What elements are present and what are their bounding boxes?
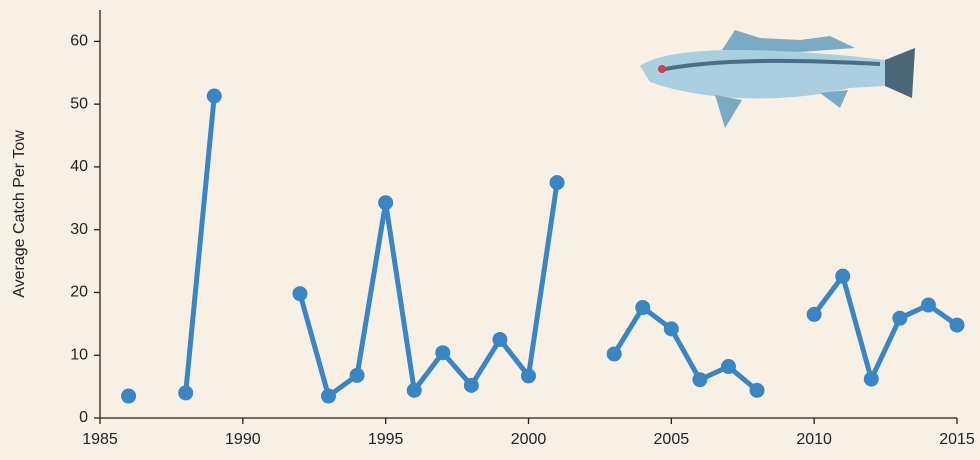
data-point	[549, 175, 565, 191]
data-point	[492, 332, 508, 348]
y-tick-label: 30	[70, 221, 88, 238]
x-tick-label: 2015	[939, 431, 975, 448]
data-point	[692, 372, 708, 388]
y-tick-label: 60	[70, 33, 88, 50]
data-point	[378, 195, 394, 211]
data-point	[178, 385, 194, 401]
x-tick-label: 1995	[368, 431, 404, 448]
data-point	[663, 321, 679, 337]
data-point	[635, 300, 651, 316]
data-point	[920, 297, 936, 313]
data-point	[349, 367, 365, 383]
data-point	[321, 388, 337, 404]
data-point	[521, 368, 536, 384]
fish-illustration	[640, 30, 915, 128]
data-point	[606, 346, 622, 362]
y-tick-label: 0	[79, 409, 88, 426]
y-tick-label: 40	[70, 158, 88, 175]
y-tick-label: 20	[70, 284, 88, 301]
data-point	[806, 306, 822, 322]
data-point	[863, 371, 879, 387]
data-point	[949, 317, 965, 333]
data-point	[206, 88, 222, 104]
series-line	[183, 95, 959, 399]
x-tick-label: 2005	[654, 431, 690, 448]
data-point	[463, 377, 479, 393]
y-tick-label: 50	[70, 95, 88, 112]
y-axis-label: Average Catch Per Tow	[11, 130, 28, 298]
data-point	[835, 268, 851, 284]
x-tick-label: 2010	[796, 431, 832, 448]
x-tick-label: 1985	[82, 431, 118, 448]
y-tick-label: 10	[70, 346, 88, 363]
data-point	[292, 286, 308, 302]
data-point	[720, 359, 736, 375]
data-point	[406, 382, 422, 398]
data-point	[749, 382, 765, 398]
x-tick-label: 1990	[225, 431, 261, 448]
data-point	[435, 345, 451, 361]
x-tick-label: 2000	[511, 431, 547, 448]
data-point	[892, 310, 908, 326]
data-point	[121, 388, 137, 404]
